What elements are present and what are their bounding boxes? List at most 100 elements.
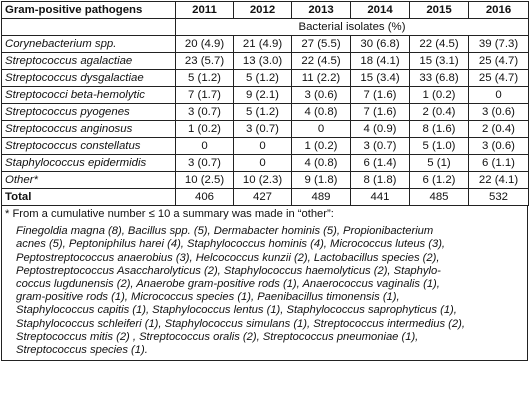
table-row: Streptococcus agalactiae 23 (5.7) 13 (3.0)…	[1, 52, 529, 70]
isolate-cell: 5 (1.2)	[233, 103, 292, 121]
isolate-cell: 25 (4.7)	[468, 69, 529, 87]
isolate-cell: 39 (7.3)	[468, 35, 529, 53]
table-row: Streptococcus pyogenes 3 (0.7) 5 (1.2) 4 (0…	[1, 103, 529, 121]
table-row: Corynebacterium spp. 20 (4.9) 21 (4.9) 27 (…	[1, 35, 529, 53]
isolate-percent: 6.8	[439, 72, 455, 84]
isolate-percent: 0.4	[495, 123, 512, 135]
isolate-count: 20	[184, 38, 198, 50]
isolate-percent: 1.2	[259, 72, 276, 84]
isolate-percent: 2.3	[262, 174, 279, 186]
isolate-count: 3	[304, 89, 311, 101]
pathogen-name: Streptococcus constellatus	[1, 137, 176, 155]
isolate-cell: 0	[291, 120, 351, 138]
isolate-cell: 4 (0.8)	[291, 103, 351, 121]
isolate-cell: 15 (3.4)	[350, 69, 410, 87]
isolate-percent: 1.1	[495, 157, 512, 169]
isolate-cell: 13 (3.0)	[233, 52, 292, 70]
header-row: Gram-positive pathogens 2011 2012 2013 2…	[1, 1, 529, 19]
isolate-cell: 6 (1.2)	[409, 171, 469, 189]
isolate-percent: 0.9	[376, 123, 393, 135]
isolate-count: 2	[422, 106, 429, 118]
isolate-percent: 0.8	[317, 157, 334, 169]
footnote-line: gram-positive rods (1), Micrococcus spec…	[16, 291, 400, 304]
isolate-cell: 10 (2.3)	[233, 171, 292, 189]
isolate-percent: 6.8	[380, 38, 396, 50]
total-label: Total	[1, 188, 176, 206]
isolate-percent: 4.7	[498, 72, 515, 84]
isolate-cell: 10 (2.5)	[175, 171, 234, 189]
isolate-cell: 3 (0.6)	[468, 137, 529, 155]
pathogen-name: Streptococcus agalactiae	[1, 52, 176, 70]
isolate-percent: 0.7	[259, 123, 276, 135]
isolate-count: 0	[259, 157, 266, 169]
isolate-cell: 7 (1.7)	[175, 86, 234, 104]
isolate-percent: 1.8	[376, 174, 393, 186]
isolate-cell: 5 (1.2)	[233, 69, 292, 87]
isolate-count: 5	[427, 157, 434, 169]
isolate-count: 3	[363, 140, 370, 152]
isolate-count: 22	[419, 38, 433, 50]
isolate-count: 10	[242, 174, 256, 186]
isolate-count: 15	[419, 55, 433, 67]
isolate-percent: 0.7	[201, 157, 218, 169]
total-value: 427	[233, 188, 292, 206]
isolate-percent: 0.6	[317, 89, 334, 101]
footnote: * From a cumulative number ≤ 10 a summar…	[1, 206, 528, 362]
isolate-cell: 22 (4.5)	[291, 52, 351, 70]
subheader-bacterial-isolates: Bacterial isolates (%)	[175, 18, 529, 36]
isolate-cell: 25 (4.7)	[468, 52, 529, 70]
isolate-count: 25	[478, 55, 492, 67]
isolate-count: 25	[478, 72, 492, 84]
isolate-percent: 3.4	[380, 72, 396, 84]
total-value: 489	[291, 188, 351, 206]
header-year: 2011	[175, 1, 234, 19]
isolate-percent: 1.2	[435, 174, 452, 186]
isolate-count: 39	[478, 38, 492, 50]
isolate-count: 10	[184, 174, 198, 186]
isolate-cell: 3 (0.7)	[233, 120, 292, 138]
footnote-line: Streptococcus species (1).	[16, 344, 148, 357]
isolate-cell: 0	[468, 86, 529, 104]
isolate-cell: 0	[233, 154, 292, 172]
pathogen-name: Staphylococcus epidermidis	[1, 154, 176, 172]
table-row: Streptococci beta-hemolytic 7 (1.7) 9 (2.1…	[1, 86, 529, 104]
isolate-cell: 2 (0.4)	[409, 103, 469, 121]
isolate-percent: 2.2	[320, 72, 337, 84]
total-value: 485	[409, 188, 469, 206]
isolate-count: 22	[301, 55, 315, 67]
isolate-count: 2	[482, 123, 489, 135]
isolate-percent: 0.6	[495, 106, 512, 118]
isolate-percent: 4.5	[439, 38, 455, 50]
table-row: Staphylococcus epidermidis 3 (0.7) 0 4 (0.8…	[1, 154, 529, 172]
isolate-percent: 1.2	[259, 106, 276, 118]
isolate-count: 6	[422, 174, 429, 186]
isolate-cell: 7 (1.6)	[350, 86, 410, 104]
isolate-count: 5	[422, 140, 429, 152]
footnote-line: acnes (5), Peptoniphilus harei (4), Stap…	[16, 238, 446, 251]
isolate-count: 33	[419, 72, 433, 84]
subheader-row: Bacterial isolates (%)	[1, 18, 529, 36]
isolate-percent: 4.1	[498, 174, 515, 186]
isolate-percent: 0.6	[495, 140, 512, 152]
table-body: Corynebacterium spp. 20 (4.9) 21 (4.9) 27 (…	[1, 35, 529, 189]
isolate-count: 0	[201, 140, 208, 152]
isolate-cell: 2 (0.4)	[468, 120, 529, 138]
isolate-cell: 23 (5.7)	[175, 52, 234, 70]
isolate-percent: 3.1	[439, 55, 455, 67]
isolate-cell: 20 (4.9)	[175, 35, 234, 53]
footnote-line: Streptococcus mitis (2) , Streptococcus …	[16, 330, 419, 343]
isolate-percent: 0.2	[435, 89, 452, 101]
isolate-cell: 30 (6.8)	[350, 35, 410, 53]
isolate-count: 8	[363, 174, 370, 186]
isolate-count: 0	[317, 123, 325, 135]
isolate-percent: 1.0	[435, 140, 452, 152]
isolate-cell: 9 (1.8)	[291, 171, 351, 189]
isolate-count: 15	[360, 72, 374, 84]
table-row: Other* 10 (2.5) 10 (2.3) 9 (1.8) 8 (1.8) 6 (1…	[1, 171, 529, 189]
pathogen-name: Corynebacterium spp.	[1, 35, 176, 53]
isolate-cell: 18 (4.1)	[350, 52, 410, 70]
isolate-count: 4	[304, 157, 311, 169]
isolate-percent: 2.1	[259, 89, 276, 101]
header-pathogens: Gram-positive pathogens	[1, 1, 176, 19]
isolate-percent: 0.7	[376, 140, 393, 152]
